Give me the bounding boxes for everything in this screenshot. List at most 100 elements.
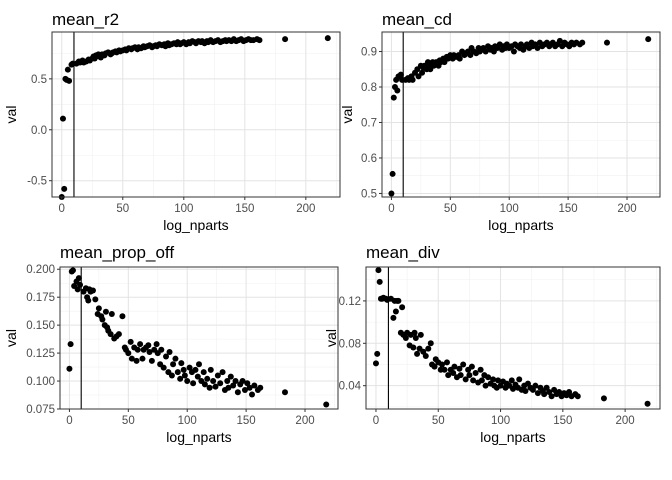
data-point (194, 373, 201, 380)
data-point (181, 372, 188, 379)
data-point (388, 190, 395, 197)
data-point (102, 308, 109, 315)
panel-mean-r2: mean_r2 0 50 100 150 200 -0.5 0.0 0.5 log_npart… (3, 10, 341, 233)
data-point (107, 331, 114, 338)
x-tick-label: 100 (174, 203, 193, 215)
y-tick-label: -0.5 (27, 176, 47, 188)
data-point (95, 305, 102, 312)
data-point (92, 296, 99, 303)
data-point (443, 359, 450, 366)
data-point (375, 267, 382, 274)
points-layer (66, 267, 330, 408)
data-point (166, 348, 173, 355)
data-point (395, 297, 402, 304)
data-point (206, 384, 213, 391)
y-tick-label: 0.7 (361, 117, 377, 129)
data-point (244, 380, 251, 387)
panel-title: mean_div (366, 243, 440, 262)
data-point (460, 361, 467, 368)
x-tick-label: 0 (373, 415, 379, 427)
data-point (67, 341, 74, 348)
data-point (214, 372, 221, 379)
data-point (230, 382, 237, 389)
panel-mean-prop-off: mean_prop_off 0 50 100 150 200 0.075 0.100 0.12… (3, 243, 339, 445)
data-point (61, 185, 68, 192)
data-point (148, 357, 155, 364)
y-tick-label: 0.0 (31, 125, 47, 137)
x-tick-label: 150 (237, 415, 256, 427)
data-point (477, 366, 484, 373)
x-tick-label: 100 (500, 203, 519, 215)
y-tick-label: 0.125 (26, 348, 55, 360)
data-point (200, 369, 207, 376)
x-axis-title: log_nparts (166, 429, 231, 445)
data-point (389, 170, 396, 177)
data-point (462, 376, 469, 383)
data-point (485, 374, 492, 381)
data-point (75, 275, 82, 282)
x-axis-title: log_nparts (480, 429, 545, 445)
data-point (438, 361, 445, 368)
panel-border (365, 266, 661, 410)
panel-title: mean_cd (382, 10, 452, 29)
data-point (431, 363, 438, 370)
x-tick-label: 0 (66, 415, 72, 427)
data-point (495, 377, 502, 384)
data-point (281, 389, 288, 396)
data-point (468, 363, 475, 370)
x-tick-label: 150 (559, 203, 578, 215)
y-axis-title: val (339, 106, 355, 124)
data-point (482, 48, 489, 55)
panel-mean-div: mean_div 0 50 100 150 200 0.04 0.08 0.12 log_np… (323, 243, 661, 445)
data-point (410, 344, 417, 351)
data-point (372, 360, 379, 367)
data-point (457, 372, 464, 379)
y-tick-label: 0.100 (26, 376, 55, 388)
data-point (85, 297, 92, 304)
x-tick-label: 50 (116, 203, 129, 215)
data-point (246, 384, 253, 391)
data-point (516, 376, 523, 383)
data-point (137, 341, 144, 348)
data-point (490, 376, 497, 383)
data-point (414, 350, 421, 357)
data-point (186, 364, 193, 371)
data-point (66, 77, 73, 84)
x-tick-label: 50 (444, 203, 457, 215)
y-tick-label: 0.200 (26, 264, 55, 276)
data-point (201, 381, 208, 388)
x-tick-label: 200 (295, 415, 314, 427)
data-point (323, 401, 330, 408)
y-axis-title: val (323, 329, 339, 347)
data-point (456, 365, 463, 372)
data-point (119, 313, 126, 320)
panel-border (59, 266, 339, 410)
data-point (445, 372, 452, 379)
data-point (456, 55, 463, 62)
x-tick-label: 0 (388, 203, 394, 215)
data-point (160, 364, 167, 371)
data-point (579, 39, 586, 46)
data-point (146, 348, 153, 355)
panel-mean-cd: mean_cd 0 50 100 150 200 0.5 0.6 0.7 0.8 0.9 log_… (339, 10, 661, 233)
data-point (174, 369, 181, 376)
data-point (472, 369, 479, 376)
data-point (522, 387, 529, 394)
data-point (482, 382, 489, 389)
data-point (180, 366, 187, 373)
data-point (412, 335, 419, 341)
data-point (163, 353, 170, 360)
data-point (172, 355, 179, 362)
data-point (600, 395, 607, 402)
data-point (548, 393, 555, 400)
data-point (207, 366, 214, 373)
y-tick-label: 0.150 (26, 320, 55, 332)
x-axis-title: log_nparts (488, 217, 553, 233)
data-point (450, 369, 457, 376)
ticks-layer: 0 50 100 150 200 0.075 0.100 0.125 0.150 0.175 0.2… (26, 264, 314, 427)
x-tick-label: 100 (178, 415, 197, 427)
data-point (508, 377, 515, 384)
y-tick-label: 0.175 (26, 292, 55, 304)
data-point (397, 71, 404, 78)
